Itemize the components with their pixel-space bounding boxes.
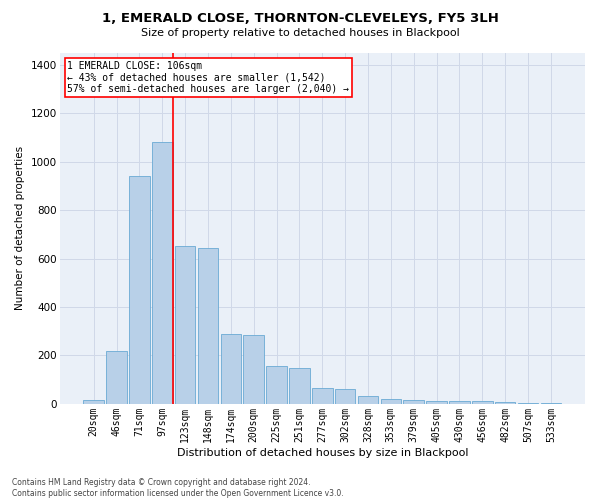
Bar	[426, 401, 447, 404]
Text: Size of property relative to detached houses in Blackpool: Size of property relative to detached ho…	[140, 28, 460, 38]
Bar	[175, 246, 196, 404]
Bar	[380, 399, 401, 404]
Bar	[244, 335, 264, 404]
X-axis label: Distribution of detached houses by size in Blackpool: Distribution of detached houses by size …	[176, 448, 468, 458]
Text: 1, EMERALD CLOSE, THORNTON-CLEVELEYS, FY5 3LH: 1, EMERALD CLOSE, THORNTON-CLEVELEYS, FY…	[101, 12, 499, 26]
Bar	[495, 402, 515, 404]
Text: 1 EMERALD CLOSE: 106sqm
← 43% of detached houses are smaller (1,542)
57% of semi: 1 EMERALD CLOSE: 106sqm ← 43% of detache…	[67, 62, 349, 94]
Bar	[221, 334, 241, 404]
Bar	[312, 388, 332, 404]
Bar	[518, 402, 538, 404]
Bar	[152, 142, 173, 404]
Bar	[129, 176, 150, 404]
Bar	[266, 366, 287, 404]
Y-axis label: Number of detached properties: Number of detached properties	[15, 146, 25, 310]
Bar	[472, 402, 493, 404]
Bar	[289, 368, 310, 404]
Bar	[449, 402, 470, 404]
Bar	[335, 390, 355, 404]
Bar	[403, 400, 424, 404]
Bar	[358, 396, 378, 404]
Bar	[83, 400, 104, 404]
Bar	[106, 350, 127, 404]
Bar	[198, 248, 218, 404]
Text: Contains HM Land Registry data © Crown copyright and database right 2024.
Contai: Contains HM Land Registry data © Crown c…	[12, 478, 344, 498]
